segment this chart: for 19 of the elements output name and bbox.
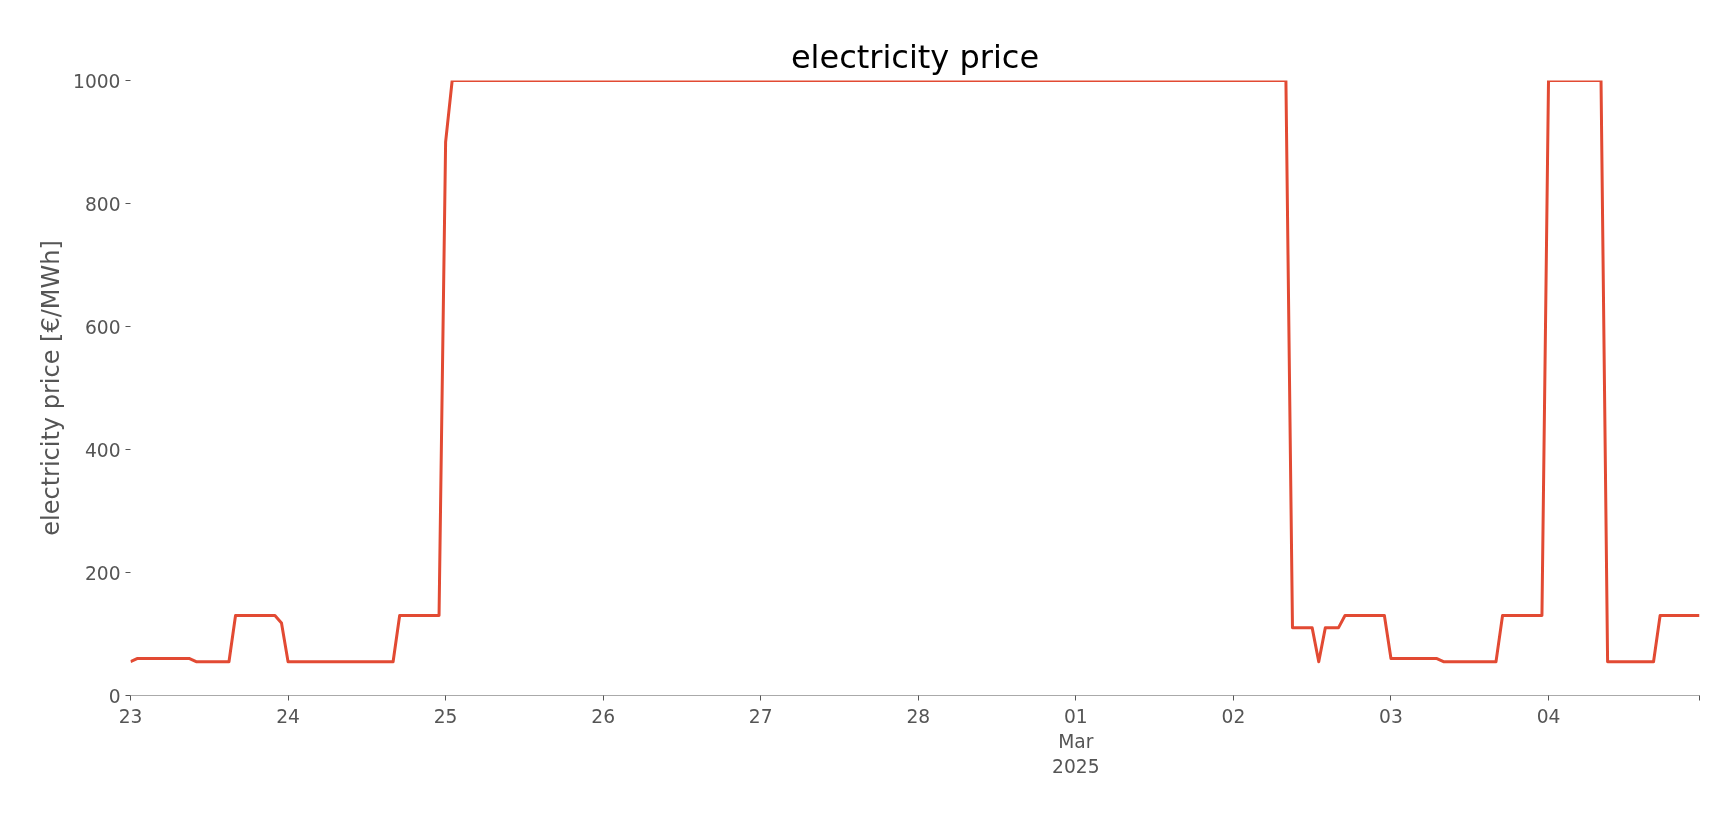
x-tick-label: 25 <box>433 705 458 727</box>
chart-title: electricity price <box>790 37 1040 76</box>
x-tick-label: 27 <box>748 705 773 727</box>
x-tick-label: 03 <box>1379 705 1403 727</box>
x-tick-label: 02 <box>1221 705 1246 727</box>
x-tick-label: 04 <box>1536 705 1561 727</box>
y-tick-label: 200 <box>84 562 121 584</box>
x-tick-label: 23 <box>118 705 143 727</box>
y-axis-title: electricity price [€/MWh] <box>37 240 66 536</box>
y-tick-label: 0 <box>108 685 121 707</box>
x-tick-label: 28 <box>906 705 931 727</box>
x-tick-label: 24 <box>276 705 300 727</box>
x-tick-label: 01 Mar 2025 <box>1052 705 1100 777</box>
x-tick-label: 26 <box>591 705 616 727</box>
y-tick-label: 800 <box>84 193 121 215</box>
y-tick-label: 400 <box>84 439 121 461</box>
y-tick-label: 600 <box>84 316 121 338</box>
line-series <box>130 80 1700 664</box>
y-tick-label: 1000 <box>73 70 121 92</box>
